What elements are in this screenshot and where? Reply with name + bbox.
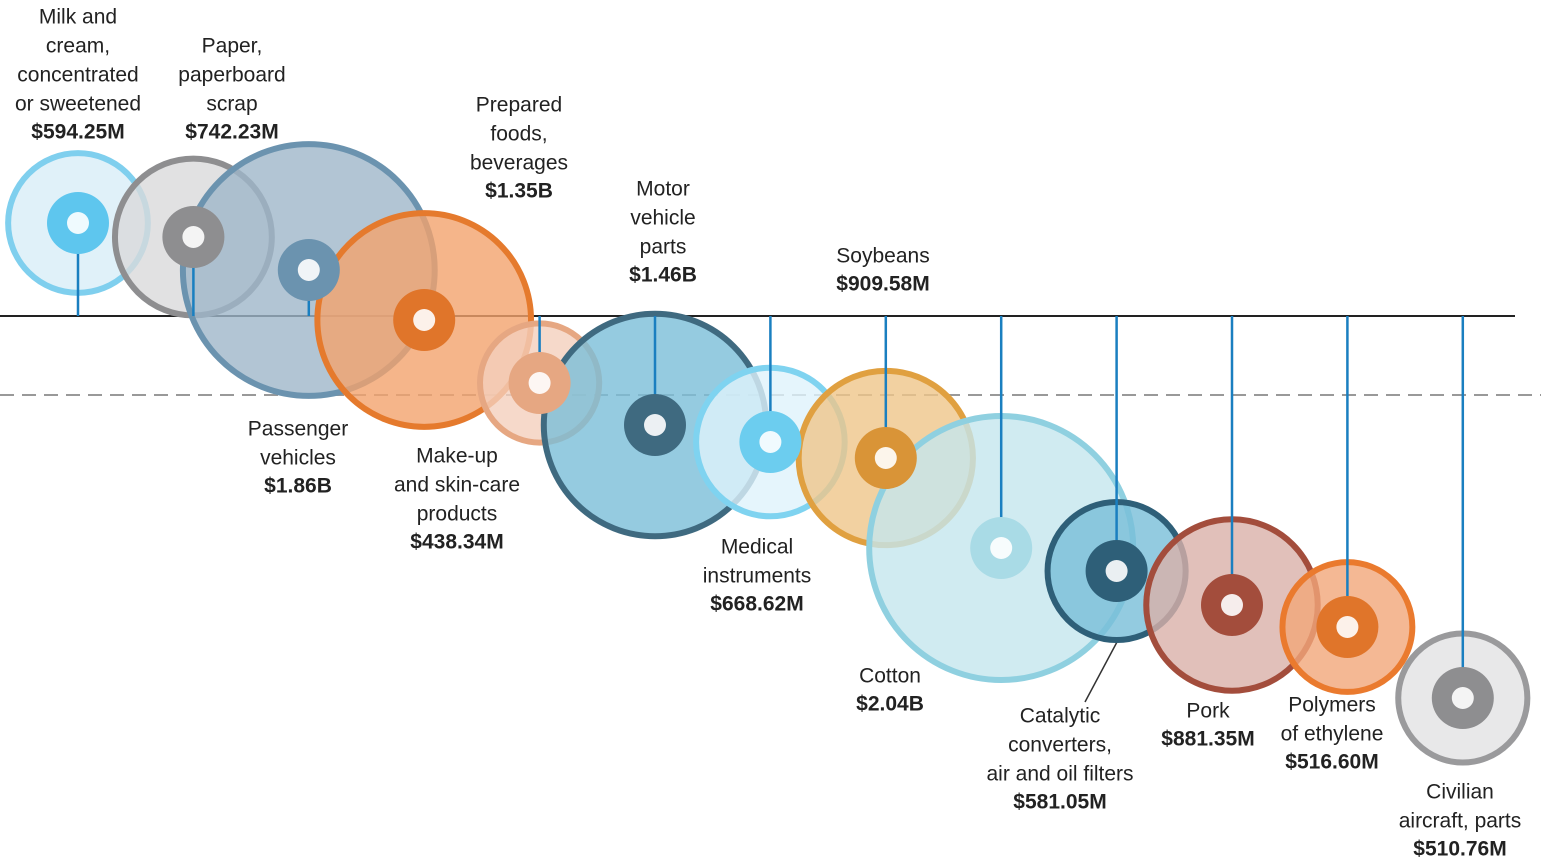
bubble-label: cream,	[46, 35, 110, 58]
bubble-label: Milk and	[39, 6, 117, 29]
value-label: $438.34M	[410, 531, 503, 554]
icon-glyph	[874, 447, 897, 469]
icon-glyph	[759, 431, 782, 453]
bubble-label: parts	[640, 236, 687, 259]
bubble-label: Motor	[636, 178, 690, 201]
bubble-label: Passenger	[248, 418, 348, 441]
icon-glyph	[297, 259, 320, 281]
bubble-label: vehicle	[630, 207, 695, 230]
bubble-label: Cotton	[859, 665, 921, 688]
bubble-label: or sweetened	[15, 93, 141, 116]
bubble-label: aircraft, parts	[1399, 810, 1522, 833]
icon-glyph	[990, 537, 1013, 559]
value-label: $2.04B	[856, 693, 924, 716]
value-label: $1.86B	[264, 475, 332, 498]
bubble-label: beverages	[470, 152, 568, 175]
bubble-label: air and oil filters	[986, 763, 1133, 786]
bubble-label: Medical	[721, 536, 793, 559]
bubble-label: foods,	[490, 123, 547, 146]
bubble-label: products	[417, 503, 498, 526]
bubble-label: vehicles	[260, 447, 336, 470]
icon-glyph	[67, 212, 89, 234]
value-label: $909.58M	[836, 273, 929, 296]
value-label: $594.25M	[31, 121, 124, 144]
leader-line	[1084, 641, 1118, 703]
value-label: $742.23M	[185, 121, 278, 144]
bubble-label: Civilian	[1426, 781, 1494, 804]
bubble-label: scrap	[206, 93, 257, 116]
icon-glyph	[1105, 560, 1128, 582]
bubble-label: concentrated	[17, 64, 138, 87]
bubble-label: Soybeans	[836, 245, 929, 268]
value-label: $881.35M	[1161, 728, 1254, 751]
icon-glyph	[1221, 594, 1243, 616]
icons	[47, 192, 1494, 729]
bubble-label: of ethylene	[1281, 723, 1384, 746]
value-label: $668.62M	[710, 593, 803, 616]
bubble-label: and skin-care	[394, 474, 520, 497]
bubble-label: converters,	[1008, 734, 1112, 757]
bubble-label: Catalytic	[1020, 705, 1101, 728]
icon-glyph	[1451, 687, 1474, 709]
icon-glyph	[182, 226, 205, 248]
bubble-label: Pork	[1186, 700, 1230, 723]
value-label: $581.05M	[1013, 791, 1106, 814]
bubble-label: Make-up	[416, 445, 498, 468]
value-label: $510.76M	[1413, 838, 1506, 860]
bubble-label: Prepared	[476, 94, 562, 117]
value-label: $516.60M	[1285, 751, 1378, 774]
icon-glyph	[528, 372, 551, 394]
icon-glyph	[1336, 616, 1359, 638]
bubble-label: Paper,	[202, 35, 263, 58]
labels: Milk and cream, concentrated or sweetened $5…	[15, 6, 1521, 860]
icon-glyph	[413, 309, 436, 331]
value-label: $1.46B	[629, 264, 697, 287]
bubble-label: paperboard	[178, 64, 285, 87]
icon-glyph	[644, 414, 666, 436]
value-label: $1.35B	[485, 180, 553, 203]
bubble-label: instruments	[703, 565, 812, 588]
bubble-label: Polymers	[1288, 694, 1376, 717]
